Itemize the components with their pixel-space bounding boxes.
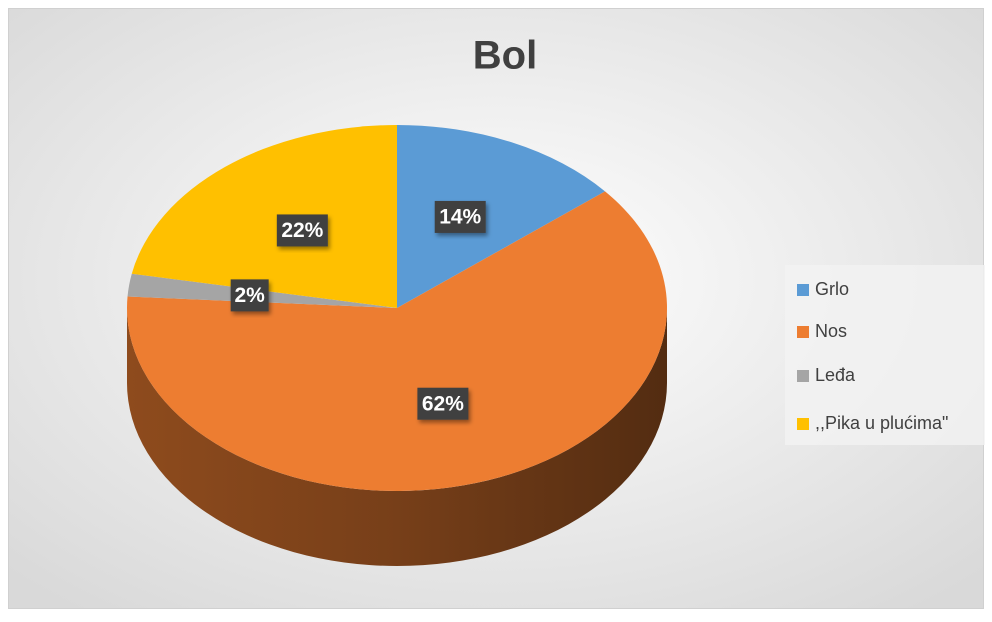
slice [397,125,606,308]
legend-label: Nos [815,321,847,341]
data-label: 22% [281,219,323,242]
data-label-box [434,200,486,233]
data-label: 14% [439,205,481,228]
data-label-box [230,279,269,312]
slice [131,125,397,308]
data-label: 2% [234,284,265,307]
legend-swatch [797,326,809,338]
legend-label: Grlo [815,279,849,299]
slice-side [127,308,667,566]
data-label-box [417,387,469,420]
chart-title: Bol [473,34,537,78]
legend-swatch [797,418,809,430]
legend [785,265,985,445]
data-label: 62% [422,392,464,415]
legend-swatch [797,370,809,382]
legend-swatch [797,284,809,296]
legend-label: Leđa [815,365,856,385]
slice [126,191,667,491]
legend-label: ,,Pika u plućima" [815,413,948,433]
data-label-box [276,214,328,247]
